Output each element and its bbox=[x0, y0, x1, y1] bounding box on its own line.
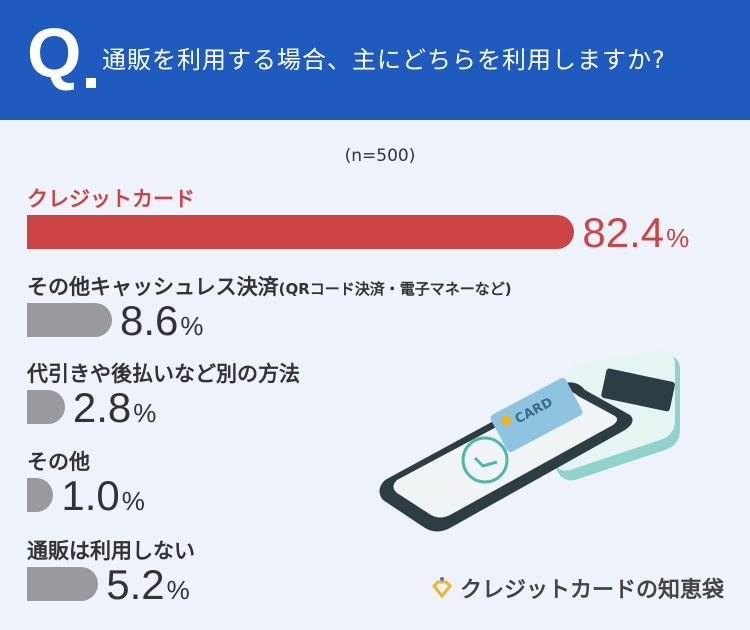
category-label: 代引きや後払いなど別の方法 bbox=[27, 358, 300, 388]
percent-sign: % bbox=[180, 311, 204, 341]
category-text: クレジットカード bbox=[27, 187, 195, 211]
bar bbox=[27, 215, 575, 249]
category-text: その他キャッシュレス決済 bbox=[27, 275, 279, 299]
value-number: 8.6 bbox=[120, 297, 179, 344]
value-label: 5.2% bbox=[106, 564, 190, 606]
category-text: 代引きや後払いなど別の方法 bbox=[27, 362, 300, 386]
bar bbox=[27, 567, 99, 601]
category-label: 通販は利用しない bbox=[27, 535, 195, 565]
percent-sign: % bbox=[133, 398, 157, 428]
value-label: 1.0% bbox=[61, 475, 145, 517]
bar bbox=[27, 478, 54, 512]
percent-sign: % bbox=[166, 575, 190, 605]
category-text: その他 bbox=[27, 450, 90, 474]
diamond-logo-icon bbox=[431, 577, 453, 599]
q-dot bbox=[86, 78, 96, 88]
q-mark: Q bbox=[27, 14, 82, 92]
category-text: 通販は利用しない bbox=[27, 539, 195, 563]
question-header: Q 通販を利用する場合、主にどちらを利用しますか? bbox=[0, 0, 750, 120]
category-label: クレジットカード bbox=[27, 183, 195, 213]
brand-logo: クレジットカードの知恵袋 bbox=[430, 572, 724, 604]
percent-sign: % bbox=[666, 223, 690, 253]
category-label: その他 bbox=[27, 446, 90, 476]
value-label: 82.4% bbox=[582, 212, 689, 254]
value-label: 8.6% bbox=[120, 300, 204, 342]
value-number: 1.0 bbox=[61, 472, 120, 519]
category-label: その他キャッシュレス決済(QRコード決済・電子マネーなど) bbox=[27, 271, 512, 301]
category-note: (QRコード決済・電子マネーなど) bbox=[278, 280, 512, 298]
brand-name: クレジットカードの知恵袋 bbox=[460, 578, 725, 603]
bar bbox=[27, 303, 113, 337]
smartphone-payment-illustration: CARD bbox=[379, 350, 680, 532]
bar bbox=[27, 390, 65, 424]
value-number: 2.8 bbox=[72, 384, 132, 431]
value-number: 82.4 bbox=[582, 209, 665, 256]
value-label: 2.8% bbox=[73, 387, 157, 429]
value-number: 5.2 bbox=[106, 561, 165, 608]
chart-title: 通販を利用する場合、主にどちらを利用しますか? bbox=[102, 46, 666, 74]
sample-size: (n=500) bbox=[344, 146, 416, 166]
percent-sign: % bbox=[121, 486, 145, 516]
